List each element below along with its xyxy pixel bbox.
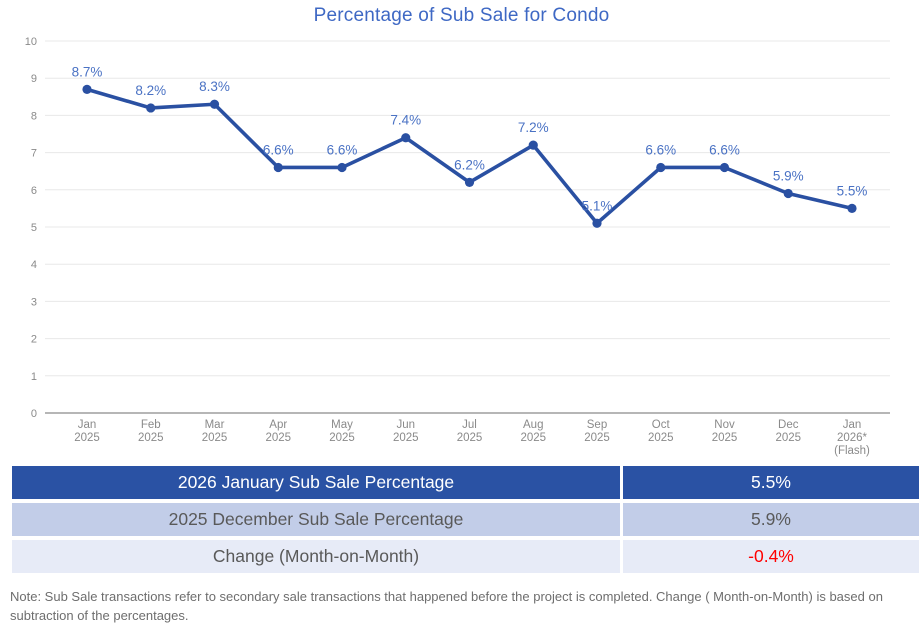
svg-text:2025: 2025 bbox=[138, 432, 164, 444]
svg-text:6.2%: 6.2% bbox=[454, 157, 485, 172]
svg-text:2025: 2025 bbox=[712, 432, 738, 444]
svg-text:2025: 2025 bbox=[775, 432, 801, 444]
footnote: Note: Sub Sale transactions refer to sec… bbox=[10, 589, 883, 623]
svg-text:Nov: Nov bbox=[714, 419, 735, 431]
table-row-value: -0.4% bbox=[623, 540, 919, 573]
table-row: Change (Month-on-Month) -0.4% bbox=[12, 540, 919, 573]
svg-text:2025: 2025 bbox=[648, 432, 674, 444]
svg-text:8.7%: 8.7% bbox=[72, 64, 103, 79]
chart-title: Percentage of Sub Sale for Condo bbox=[313, 5, 610, 26]
svg-text:0: 0 bbox=[31, 408, 37, 420]
svg-text:4: 4 bbox=[31, 259, 37, 271]
svg-text:Apr: Apr bbox=[269, 419, 287, 431]
svg-text:Feb: Feb bbox=[141, 419, 161, 431]
svg-text:6.6%: 6.6% bbox=[263, 142, 294, 157]
svg-text:7.2%: 7.2% bbox=[518, 120, 549, 135]
svg-text:6.6%: 6.6% bbox=[709, 142, 740, 157]
table-row: 2025 December Sub Sale Percentage 5.9% bbox=[12, 503, 919, 536]
table-row-label: 2025 December Sub Sale Percentage bbox=[12, 503, 620, 536]
column-divider bbox=[620, 503, 623, 536]
line-chart: 0123456789108.7%Jan20258.2%Feb20258.3%Ma… bbox=[25, 36, 890, 457]
svg-text:2026*: 2026* bbox=[837, 432, 868, 444]
svg-text:1: 1 bbox=[31, 371, 37, 383]
svg-text:2025: 2025 bbox=[74, 432, 100, 444]
svg-text:6.6%: 6.6% bbox=[645, 142, 676, 157]
svg-text:2025: 2025 bbox=[329, 432, 355, 444]
table-row-value: 5.5% bbox=[623, 466, 919, 499]
svg-text:5.1%: 5.1% bbox=[582, 198, 613, 213]
table-row-label: Change (Month-on-Month) bbox=[12, 540, 620, 573]
svg-text:Mar: Mar bbox=[205, 419, 225, 431]
summary-table: 2026 January Sub Sale Percentage 5.5% 20… bbox=[12, 466, 919, 573]
table-row-value: 5.9% bbox=[623, 503, 919, 536]
svg-text:6.6%: 6.6% bbox=[327, 142, 358, 157]
svg-text:Aug: Aug bbox=[523, 419, 543, 431]
svg-text:Dec: Dec bbox=[778, 419, 799, 431]
svg-text:7.4%: 7.4% bbox=[390, 113, 421, 128]
column-divider bbox=[620, 540, 623, 573]
svg-text:5: 5 bbox=[31, 222, 37, 234]
column-divider bbox=[620, 466, 623, 499]
svg-text:Jan: Jan bbox=[78, 419, 97, 431]
svg-text:5.9%: 5.9% bbox=[773, 169, 804, 184]
svg-text:2025: 2025 bbox=[457, 432, 483, 444]
svg-text:3: 3 bbox=[31, 296, 37, 308]
svg-text:2: 2 bbox=[31, 334, 37, 346]
svg-text:8.3%: 8.3% bbox=[199, 79, 230, 94]
svg-text:10: 10 bbox=[25, 36, 37, 48]
svg-text:8: 8 bbox=[31, 110, 37, 122]
svg-text:2025: 2025 bbox=[202, 432, 228, 444]
svg-text:6: 6 bbox=[31, 185, 37, 197]
svg-text:9: 9 bbox=[31, 73, 37, 85]
svg-text:Jan: Jan bbox=[843, 419, 862, 431]
svg-text:2025: 2025 bbox=[520, 432, 546, 444]
svg-text:Sep: Sep bbox=[587, 419, 607, 431]
svg-text:7: 7 bbox=[31, 148, 37, 160]
table-row: 2026 January Sub Sale Percentage 5.5% bbox=[12, 466, 919, 499]
svg-text:May: May bbox=[331, 419, 353, 431]
svg-text:2025: 2025 bbox=[265, 432, 291, 444]
table-row-label: 2026 January Sub Sale Percentage bbox=[12, 466, 620, 499]
sub-sale-chart-region: Percentage of Sub Sale for Condo 0 1 2 3 4 5 6… bbox=[25, 5, 890, 457]
svg-text:2025: 2025 bbox=[393, 432, 419, 444]
svg-text:Jul: Jul bbox=[462, 419, 477, 431]
svg-text:Jun: Jun bbox=[396, 419, 415, 431]
svg-text:(Flash): (Flash) bbox=[834, 445, 870, 457]
svg-text:2025: 2025 bbox=[584, 432, 610, 444]
svg-text:8.2%: 8.2% bbox=[135, 83, 166, 98]
svg-text:Oct: Oct bbox=[652, 419, 671, 431]
svg-text:5.5%: 5.5% bbox=[837, 183, 868, 198]
